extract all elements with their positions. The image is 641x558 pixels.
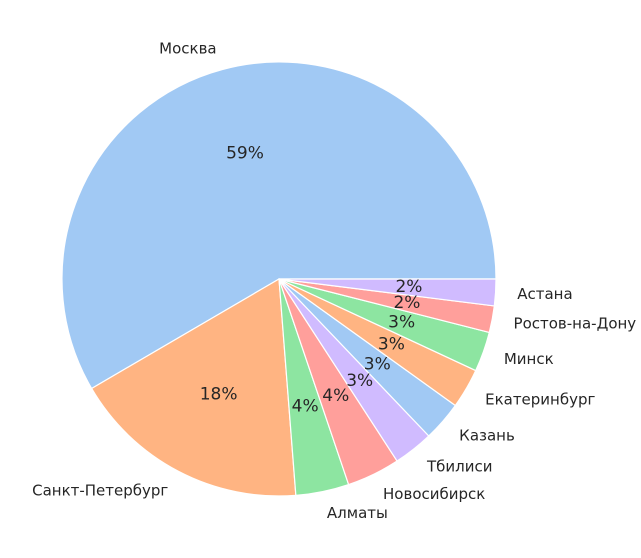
slice-9-percent-label: 2% [395,277,422,297]
slice-9 [278,278,497,307]
slice-8-percent-label: 2% [393,293,420,313]
slice-9-name-label: Астана [517,285,572,303]
slice-2-name-label: Алматы [327,504,388,522]
slice-1-percent-label: 18% [200,384,238,404]
slice-7-percent-label: 3% [388,313,415,333]
slice-1 [91,278,297,497]
slice-0-name-label: Москва [159,40,216,58]
slice-3-percent-label: 4% [322,386,349,406]
percent-labels: 59%18%4%4%3%3%3%3%2%2% [200,143,423,416]
slice-6-name-label: Екатеринбург [485,390,595,408]
slice-6-percent-label: 3% [378,335,405,355]
slice-5-name-label: Казань [459,427,515,445]
slice-0-percent-label: 59% [226,143,264,163]
slice-2-percent-label: 4% [292,397,319,417]
slice-1-name-label: Санкт-Петербург [32,481,168,499]
slice-8-name-label: Ростов-на-Дону [514,314,637,332]
slice-4-name-label: Тбилиси [426,457,493,475]
slice-7-name-label: Минск [504,350,554,368]
pie-slices [61,61,497,497]
slice-4-percent-label: 3% [346,371,373,391]
slice-3-name-label: Новосибирск [383,485,485,503]
slice-0 [61,61,497,390]
slice-5-percent-label: 3% [364,354,391,374]
